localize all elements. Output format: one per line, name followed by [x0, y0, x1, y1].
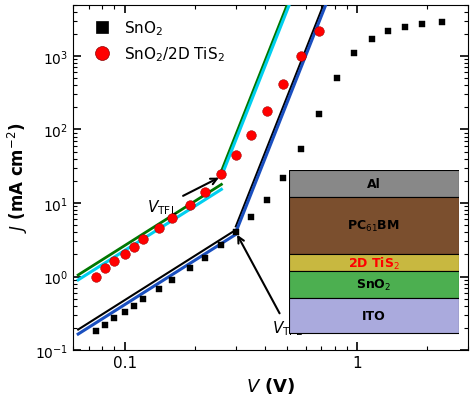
X-axis label: $V$ (V): $V$ (V) — [246, 375, 296, 395]
Text: $V_\mathrm{TFL}$: $V_\mathrm{TFL}$ — [238, 237, 303, 337]
Y-axis label: $J$ (mA cm$^{-2}$): $J$ (mA cm$^{-2}$) — [6, 123, 30, 233]
Text: $V_\mathrm{TFL}$: $V_\mathrm{TFL}$ — [147, 179, 217, 216]
Legend: SnO$_2$, SnO$_2$/2D TiS$_2$: SnO$_2$, SnO$_2$/2D TiS$_2$ — [81, 13, 230, 70]
